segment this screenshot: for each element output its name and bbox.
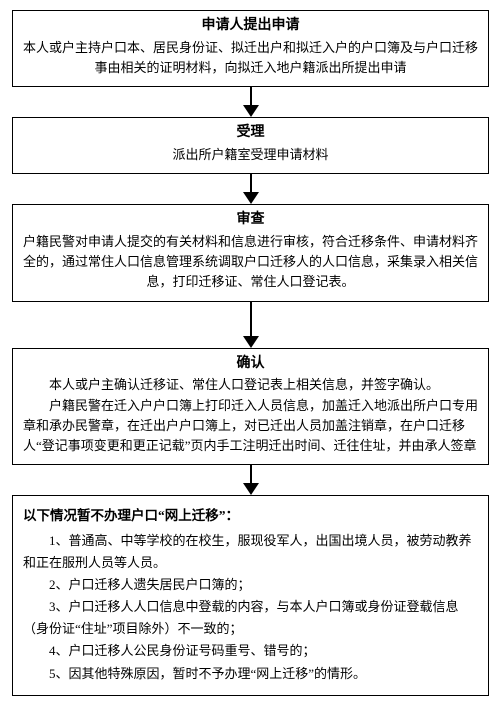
arrow-down-icon	[12, 87, 489, 117]
exception-item: 4、户口迁移人公民身份证号码重号、错号的；	[23, 640, 478, 662]
exception-item: 1、普通高、中等学校的在校生，服现役军人，出国出境人员，被劳动教养和正在服刑人员…	[23, 530, 478, 574]
arrow-down-icon	[12, 465, 489, 495]
node-body: 派出所户籍室受理申请材料	[23, 145, 478, 165]
exception-item: 3、户口迁移人人口信息中登载的内容，与本人户口簿或身份证登载信息（身份证“住址”…	[23, 596, 478, 640]
flow-node-confirm: 确认 本人或户主确认迁移证、常住人口登记表上相关信息，并签字确认。 户籍民警在迁…	[12, 348, 489, 465]
exception-item: 2、户口迁移人遗失居民户口簿的；	[23, 574, 478, 596]
flow-node-exceptions: 以下情况暂不办理户口“网上迁移”： 1、普通高、中等学校的在校生，服现役军人，出…	[12, 495, 489, 696]
flow-node-review: 审查 户籍民警对申请人提交的有关材料和信息进行审核，符合迁移条件、申请材料齐全的…	[12, 204, 489, 301]
node-body: 本人或户主确认迁移证、常住人口登记表上相关信息，并签字确认。 户籍民警在迁入户户…	[23, 375, 478, 456]
arrow-down-icon	[12, 174, 489, 204]
node-title: 确认	[23, 355, 478, 374]
flow-node-accept: 受理 派出所户籍室受理申请材料	[12, 117, 489, 174]
flow-node-apply: 申请人提出申请 本人或户主持户口本、居民身份证、拟迁出户和拟迁入户的户口簿及与户…	[12, 10, 489, 87]
node-title: 审查	[23, 211, 478, 230]
exception-item: 5、因其他特殊原因，暂时不予办理“网上迁移”的情形。	[23, 663, 478, 685]
arrow-down-icon	[12, 302, 489, 348]
node-body: 户籍民警对申请人提交的有关材料和信息进行审核，符合迁移条件、申请材料齐全的，通过…	[23, 232, 478, 292]
node-body: 本人或户主持户口本、居民身份证、拟迁出户和拟迁入户的户口簿及与户口迁移事由相关的…	[23, 38, 478, 78]
exceptions-list: 1、普通高、中等学校的在校生，服现役军人，出国出境人员，被劳动教养和正在服刑人员…	[23, 530, 478, 685]
exceptions-title: 以下情况暂不办理户口“网上迁移”：	[23, 504, 478, 524]
node-title: 申请人提出申请	[23, 17, 478, 36]
node-title: 受理	[23, 124, 478, 143]
